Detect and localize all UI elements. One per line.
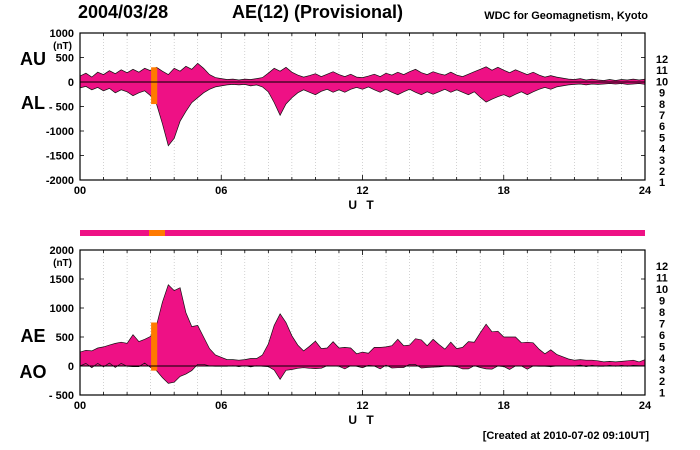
x-axis-label: U T [348,198,376,212]
station-number-10: 10 [656,284,668,296]
x-tick-label: 18 [498,185,510,197]
panel-label-al: AL [21,93,45,113]
y-tick-label: 1000 [50,28,74,40]
y-tick-label: -2000 [46,175,74,187]
bar-gap-segment [149,230,165,236]
station-number-2: 2 [659,166,665,178]
panel-label-ae: AE [20,326,45,346]
data-source-label: WDC for Geomagnetism, Kyoto [484,10,648,22]
plot-date: 2004/03/28 [78,2,169,22]
station-number-4: 4 [659,144,666,156]
series-al-area [79,81,646,147]
series-au-area [79,62,646,83]
station-number-1: 1 [659,388,665,400]
y-axis-unit: (nT) [53,41,72,52]
station-number-6: 6 [659,330,665,342]
x-tick-label: 12 [356,185,368,197]
station-number-6: 6 [659,121,665,133]
station-number-10: 10 [656,76,668,88]
station-activity-bar [80,230,645,236]
x-tick-label: 24 [639,400,652,412]
panel-label-au: AU [20,49,46,69]
station-number-5: 5 [659,132,665,144]
station-number-12: 12 [656,261,668,273]
x-tick-label: 12 [356,400,368,412]
x-tick-label: 24 [639,185,652,197]
panel-label-ao: AO [20,362,47,382]
station-number-12: 12 [656,54,668,66]
station-number-3: 3 [659,365,665,377]
y-tick-label: 0 [68,361,74,373]
station-number-7: 7 [659,319,665,331]
y-tick-label: - 500 [49,102,74,114]
station-number-4: 4 [659,353,666,365]
data-gap-band [151,322,158,371]
station-number-11: 11 [656,65,668,77]
data-gap-band [151,67,158,105]
page-title: AE(12) (Provisional) [232,2,404,22]
station-number-1: 1 [659,177,665,189]
y-tick-label: 500 [56,53,74,65]
x-tick-label: 06 [215,185,227,197]
y-tick-label: - 500 [49,390,74,402]
station-number-9: 9 [659,88,665,100]
station-number-5: 5 [659,342,665,354]
station-number-8: 8 [659,307,665,319]
x-axis-label: U T [348,413,376,427]
y-tick-label: 0 [68,77,74,89]
station-number-8: 8 [659,99,665,111]
station-number-11: 11 [656,273,668,285]
y-tick-label: -1000 [46,126,74,138]
station-number-2: 2 [659,376,665,388]
x-tick-label: 06 [215,400,227,412]
y-tick-label: 500 [56,332,74,344]
x-tick-label: 00 [74,185,86,197]
series-ae-area [79,284,646,367]
x-tick-label: 00 [74,400,86,412]
y-tick-label: 2000 [50,245,74,257]
created-timestamp: [Created at 2010-07-02 09:10UT] [482,430,649,442]
y-tick-label: -1500 [46,151,74,163]
y-axis-unit: (nT) [53,258,72,269]
station-number-7: 7 [659,110,665,122]
station-number-9: 9 [659,296,665,308]
station-number-3: 3 [659,155,665,167]
y-tick-label: 1500 [50,274,74,286]
x-tick-label: 18 [498,400,510,412]
y-tick-label: 1000 [50,303,74,315]
